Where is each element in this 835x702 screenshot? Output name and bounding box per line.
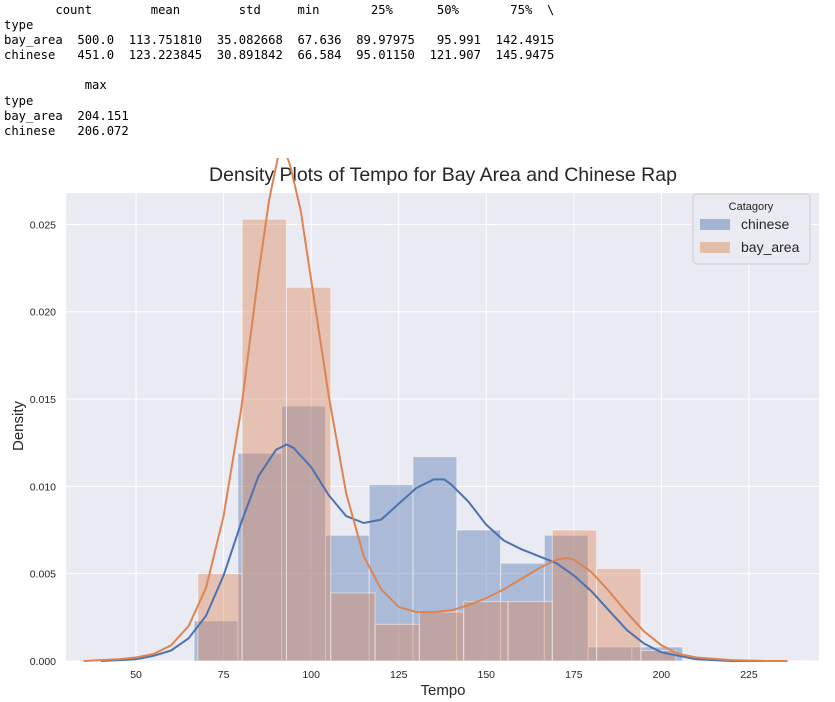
histogram-bar-chinese — [543, 534, 589, 662]
y-tick-label: 0.005 — [30, 569, 56, 581]
histogram-bar-chinese — [193, 620, 239, 662]
x-tick-label: 175 — [565, 669, 583, 681]
x-tick-label: 50 — [130, 669, 142, 681]
histogram-bar-bay-area — [374, 623, 420, 662]
x-tick-label: 75 — [218, 669, 230, 681]
legend-title: Catagory — [729, 201, 774, 213]
describe-output-line: chinese 451.0 123.223845 30.891842 66.58… — [4, 48, 555, 63]
histogram-bar-bay-area — [418, 611, 465, 662]
plot-area — [66, 193, 819, 661]
histogram-bar-bay-area — [551, 529, 598, 662]
legend-label-bay-area: bay_area — [741, 239, 800, 255]
kde-line-chinese — [100, 443, 788, 662]
histogram-bar-bay-area — [640, 650, 677, 662]
describe-output-line — [4, 63, 554, 78]
describe-output-line: count mean std min 25% 50% 75% \ — [4, 3, 555, 17]
y-axis-label: Density — [10, 400, 27, 451]
histogram-bar-chinese — [412, 456, 458, 662]
axis-ticks: 50 75 100 125 150 175 200 225 0.000 0.005 0.010 0.0… — [30, 219, 758, 681]
histogram-bar-bay-area — [507, 601, 553, 662]
x-axis-label: Tempo — [420, 682, 465, 699]
describe-output: count mean std min 25% 50% 75% \ type bay_… — [4, 3, 554, 139]
x-tick-label: 125 — [390, 669, 408, 681]
describe-output-line: type — [4, 93, 34, 108]
grid — [66, 193, 819, 662]
describe-output-line: chinese 206.072 — [4, 123, 129, 138]
y-tick-label: 0.020 — [30, 307, 56, 319]
chart-title: Density Plots of Tempo for Bay Area and … — [209, 164, 677, 186]
x-tick-label: 200 — [653, 669, 671, 681]
describe-output-line: bay_area 204.151 — [4, 108, 129, 123]
x-tick-label: 225 — [740, 669, 758, 681]
y-tick-label: 0.025 — [30, 219, 56, 231]
kde-line-bay-area — [83, 158, 788, 662]
histogram-bar-chinese — [237, 452, 283, 662]
histogram-bar-chinese — [281, 405, 326, 662]
legend-swatch-bay-area — [700, 242, 730, 253]
series-layer — [83, 158, 788, 662]
y-tick-label: 0.010 — [30, 481, 56, 493]
x-tick-label: 150 — [478, 669, 496, 681]
density-chart: Density Plots of Tempo for Bay Area and … — [10, 158, 819, 699]
describe-output-line: bay_area 500.0 113.751810 35.082668 67.6… — [4, 33, 555, 48]
histogram-bar-bay-area — [596, 567, 642, 662]
describe-output-line: max — [4, 78, 107, 93]
y-tick-label: 0.000 — [30, 656, 56, 668]
legend-label-chinese: chinese — [741, 216, 789, 232]
legend-box — [692, 193, 811, 265]
histogram-bar-bay-area — [241, 218, 287, 662]
x-tick-label: 100 — [302, 669, 320, 681]
legend-swatch-chinese — [700, 219, 730, 230]
histogram-bar-bay-area — [463, 601, 509, 662]
histogram-bar-bay-area — [285, 286, 332, 662]
histogram-bar-bay-area — [330, 592, 376, 662]
describe-output-line: type — [4, 18, 34, 33]
legend: Catagory chinese bay_area — [692, 193, 811, 265]
y-tick-label: 0.015 — [30, 394, 56, 406]
